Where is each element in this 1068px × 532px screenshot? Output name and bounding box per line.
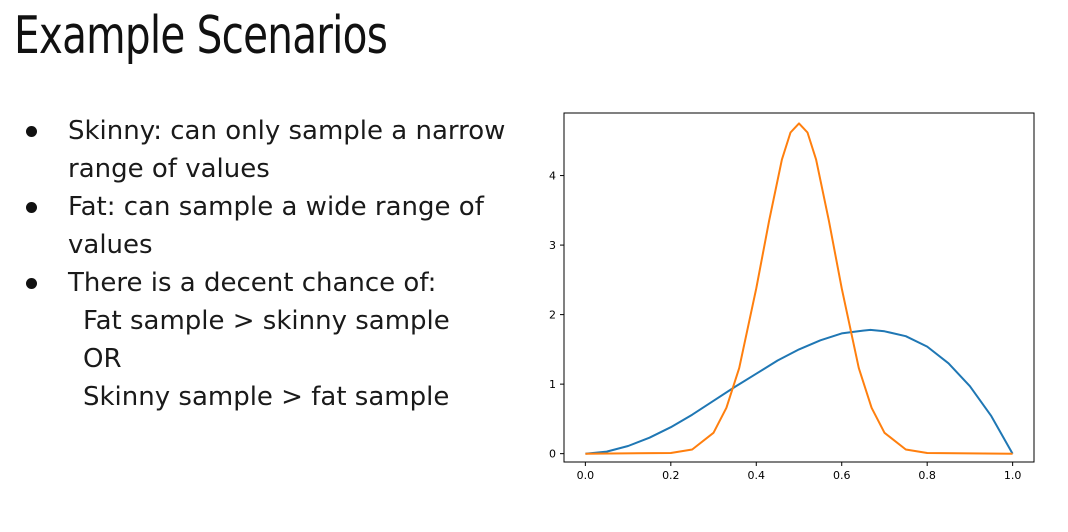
y-tick-label: 3 [549, 239, 556, 252]
subline-or: OR [83, 344, 122, 374]
y-tick-label: 2 [549, 309, 556, 322]
plot-frame [563, 112, 1035, 463]
subline-skinny-greater: Skinny sample > fat sample [83, 382, 450, 412]
bullet-dot-icon [26, 202, 37, 213]
x-tick-label: 0.6 [833, 469, 851, 482]
bullet-text: There is a decent chance of: [68, 268, 437, 298]
bullet-chance: There is a decent chance of: [22, 264, 522, 302]
series-line-0 [585, 328, 1014, 455]
series-line-1 [585, 122, 1013, 455]
bullet-text: Skinny: can only sample a narrow range o… [68, 116, 506, 184]
bullet-dot-icon [26, 278, 37, 289]
y-tick-label: 0 [549, 448, 556, 461]
bullet-fat: Fat: can sample a wide range of values [22, 188, 522, 264]
bullet-dot-icon [26, 126, 37, 137]
distribution-chart: 0.0 0.2 0.4 0.6 0.8 1.0 0 1 2 3 4 [549, 112, 1035, 482]
x-tick-label: 0.2 [662, 469, 680, 482]
bullet-list: Skinny: can only sample a narrow range o… [22, 112, 522, 416]
subline-fat-greater: Fat sample > skinny sample [83, 306, 450, 336]
bullet-skinny: Skinny: can only sample a narrow range o… [22, 112, 522, 188]
x-tick-label: 0.4 [748, 469, 766, 482]
x-tick-label: 1.0 [1004, 469, 1022, 482]
slide-title: Example Scenarios [14, 6, 388, 66]
x-tick-label: 0.0 [577, 469, 595, 482]
y-tick-label: 1 [549, 378, 556, 391]
x-tick-label: 0.8 [918, 469, 936, 482]
bullet-text: Fat: can sample a wide range of values [68, 192, 484, 260]
y-tick-label: 4 [549, 170, 556, 183]
